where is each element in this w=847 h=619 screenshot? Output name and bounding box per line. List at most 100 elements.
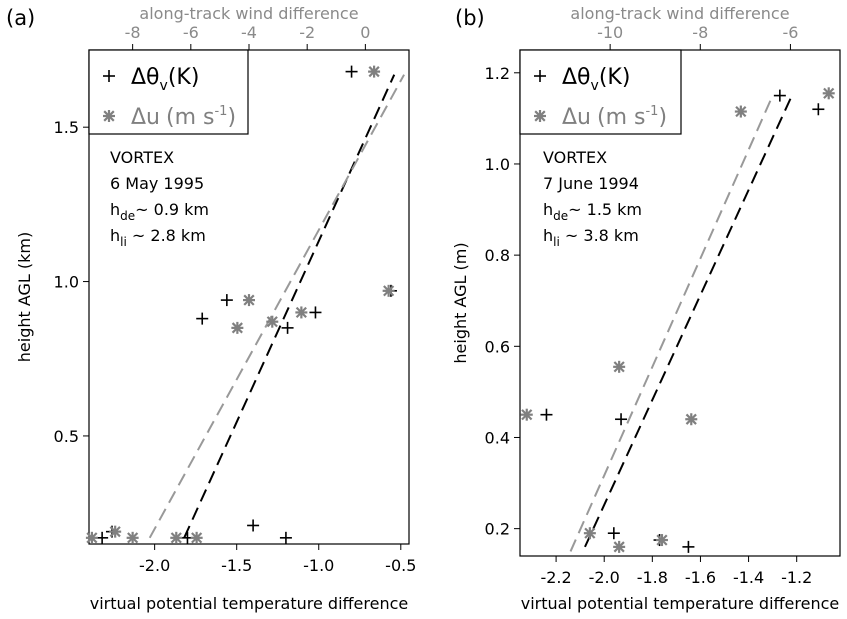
data-point-asterisk: [190, 531, 203, 544]
data-point-asterisk: [126, 531, 139, 544]
data-point-asterisk: [734, 105, 747, 118]
y-tick-label: 0.2: [485, 520, 510, 539]
data-point-asterisk: [613, 360, 626, 373]
y-tick-label: 1.5: [54, 118, 79, 137]
data-point-asterisk: [520, 408, 533, 421]
annotation-hli: hli ~ 2.8 km: [110, 226, 206, 249]
annotation-date: 6 May 1995: [110, 174, 204, 193]
data-point-plus: [773, 89, 786, 102]
annotation-value: ~ 1.5 km: [568, 200, 642, 219]
data-point-asterisk: [266, 315, 279, 328]
data-point-asterisk: [655, 534, 668, 547]
legend: Δθv(K) Δu (m s-1): [88, 49, 249, 135]
x-axis-title: virtual potential temperature difference: [90, 594, 408, 613]
x2-tick-label: -2: [299, 23, 315, 42]
fit-line: [183, 74, 396, 539]
fit-line: [584, 95, 793, 548]
x-tick-label: -2.0: [589, 568, 620, 587]
x2-tick-label: -10: [597, 23, 623, 42]
data-point-plus: [196, 312, 209, 325]
legend-marker-plus: [103, 70, 115, 82]
annotation-date: 7 June 1994: [543, 174, 639, 193]
legend-unit: (m s: [166, 105, 214, 130]
data-point-asterisk: [109, 525, 122, 538]
legend-marker-asterisk: [103, 110, 115, 122]
data-point-plus: [247, 519, 260, 532]
legend-marker-plus: [534, 70, 546, 82]
legend-label: Δθv(K): [131, 65, 199, 94]
legend-main: Δu: [131, 105, 160, 130]
legend-unit: (K): [168, 65, 200, 90]
x-tick-label: -1.4: [733, 568, 764, 587]
data-point-asterisk: [243, 294, 255, 307]
y-tick-label: 1.0: [54, 273, 79, 292]
legend-sup: -1: [214, 104, 227, 119]
annotation-sub: de: [120, 209, 135, 223]
data-point-plus: [345, 65, 358, 78]
x-tick-label: -1.8: [637, 568, 668, 587]
annotation-sub: li: [553, 235, 560, 249]
x-tick-label: -2.0: [139, 556, 170, 575]
annotation-hde: hde~ 1.5 km: [543, 200, 642, 223]
annotation-sub: de: [553, 209, 568, 223]
x2-axis-title: along-track wind difference: [570, 4, 789, 23]
data-point-asterisk: [685, 413, 698, 426]
data-point-plus: [279, 531, 292, 544]
annotation-hli: hli ~ 3.8 km: [543, 226, 639, 249]
x-tick-label: -0.5: [385, 556, 416, 575]
x-axis-title: virtual potential temperature difference: [521, 594, 839, 613]
panel-label: (a): [6, 6, 35, 30]
x-tick-label: -1.2: [781, 568, 812, 587]
annotation-value: ~ 3.8 km: [560, 226, 639, 245]
legend-tail: ): [227, 105, 236, 130]
legend: Δθv(K) Δu (m s-1): [519, 49, 682, 135]
x2-axis-title: along-track wind difference: [139, 4, 358, 23]
legend-unit: (K): [599, 65, 631, 90]
annotation-campaign: VORTEX: [543, 148, 607, 167]
annotation-h: h: [110, 226, 120, 245]
legend-label: Δu (m s-1): [131, 104, 236, 130]
data-point-asterisk: [231, 321, 244, 334]
legend-tail: ): [658, 105, 667, 130]
data-point-asterisk: [382, 284, 395, 297]
data-point-plus: [615, 413, 628, 426]
y-tick-label: 0.6: [485, 337, 510, 356]
data-point-asterisk: [822, 87, 835, 100]
data-point-plus: [682, 540, 695, 553]
data-point-plus: [220, 294, 233, 307]
legend-label: Δθv(K): [562, 65, 630, 94]
data-point-plus: [281, 321, 294, 334]
legend-unit: (m s: [597, 105, 645, 130]
fit-line: [148, 74, 405, 539]
data-point-asterisk: [583, 527, 596, 540]
panel-b: (b) -2.2 -2.0 -1.8 -1.6 -1.4 -1.2 -10 -8 -6 0.2 0.4…: [451, 4, 841, 613]
data-point-asterisk: [368, 65, 381, 78]
data-point-asterisk: [170, 531, 183, 544]
annotation-campaign: VORTEX: [110, 148, 174, 167]
legend-sub: v: [160, 78, 168, 94]
data-point-asterisk: [295, 306, 308, 319]
fit-line: [569, 95, 774, 552]
x-tick-label: -1.0: [303, 556, 334, 575]
y-tick-label: 0.5: [54, 427, 79, 446]
x2-tick-label: -6: [183, 23, 199, 42]
x-tick-label: -1.5: [221, 556, 252, 575]
annotation-sub: li: [120, 235, 127, 249]
legend-main: Δθ: [131, 65, 160, 90]
data-point-plus: [607, 527, 620, 540]
y-tick-label: 0.8: [485, 246, 510, 265]
x2-tick-label: -6: [782, 23, 798, 42]
annotation-value: ~ 0.9 km: [135, 200, 209, 219]
data-point-plus: [96, 531, 109, 544]
legend-label: Δu (m s-1): [562, 104, 667, 130]
x-tick-label: -1.6: [685, 568, 716, 587]
y-axis-title: height AGL (m): [451, 242, 470, 363]
panel-a: (a) -2.0 -1.5 -1.0 -0.5 -8 -6 -4 -2 0 0.5 1.0 1.5 vir…: [6, 4, 416, 613]
x2-tick-label: -4: [241, 23, 257, 42]
data-point-plus: [309, 306, 322, 319]
y-axis-title: height AGL (km): [15, 232, 34, 362]
x2-tick-label: -8: [125, 23, 141, 42]
x-tick-label: -2.2: [540, 568, 571, 587]
legend-sub: v: [591, 78, 599, 94]
